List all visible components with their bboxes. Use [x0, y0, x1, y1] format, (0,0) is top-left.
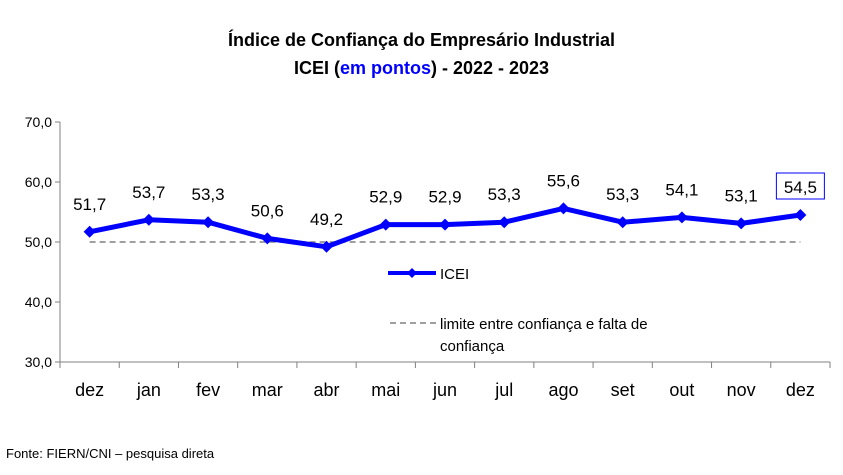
icei-marker [794, 209, 807, 221]
x-tick-label: dez [786, 380, 815, 400]
y-tick-label: 30,0 [25, 354, 52, 370]
x-tick-label: out [669, 380, 694, 400]
icei-marker [379, 218, 392, 231]
x-tick-label: jun [432, 380, 457, 400]
data-label: 49,2 [310, 210, 343, 229]
y-tick-label: 60,0 [25, 174, 52, 190]
data-label: 50,6 [251, 201, 284, 220]
legend-threshold-label: limite entre confiança e falta de confian… [440, 316, 648, 355]
chart-subtitle: ICEI (em pontos) - 2022 - 2023 [0, 58, 843, 79]
data-label: 54,1 [665, 180, 698, 199]
subtitle-unit: em pontos [339, 58, 431, 78]
y-tick-label: 40,0 [25, 294, 52, 310]
icei-marker [616, 216, 629, 229]
data-label: 55,6 [547, 171, 580, 190]
highlight-box [775, 172, 825, 200]
legend-icei-marker [407, 268, 417, 278]
icei-marker [439, 218, 451, 231]
data-label: 53,3 [192, 185, 225, 204]
data-label: 53,3 [488, 185, 521, 204]
x-tick-label: abr [314, 380, 340, 400]
chart-title: Índice de Confiança do Empresário Indust… [227, 30, 616, 50]
source-note: Fonte: FIERN/CNI – pesquisa direta [6, 446, 215, 461]
data-label: 53,7 [132, 183, 165, 202]
data-label: 52,9 [428, 188, 461, 207]
icei-marker [142, 213, 155, 226]
x-tick-label: mar [252, 380, 283, 400]
icei-marker [557, 202, 570, 215]
icei-marker [735, 217, 748, 230]
legend-icei-label: ICEI [440, 266, 469, 283]
icei-marker [675, 211, 688, 224]
icei-marker [202, 216, 215, 229]
subtitle-post: ) - 2022 - 2023 [430, 58, 550, 78]
y-tick-label: 70,0 [25, 114, 52, 130]
subtitle-pre: ICEI ( [293, 58, 340, 78]
x-tick-label: fev [196, 380, 220, 400]
data-label: 53,1 [725, 186, 758, 205]
data-label: 54,5 [784, 178, 817, 197]
x-tick-label: dez [75, 380, 104, 400]
x-tick-label: jul [494, 380, 513, 400]
data-label: 53,3 [606, 185, 639, 204]
icei-marker [261, 232, 274, 245]
data-label: 52,9 [369, 188, 402, 207]
data-label: 51,7 [73, 195, 106, 214]
icei-marker [320, 240, 333, 253]
x-tick-label: mai [371, 380, 400, 400]
x-tick-label: jan [136, 380, 161, 400]
x-tick-label: ago [548, 380, 578, 400]
icei-marker [83, 225, 96, 238]
x-tick-label: set [611, 380, 635, 400]
icei-marker [498, 216, 511, 229]
y-tick-label: 50,0 [25, 234, 52, 250]
x-tick-label: nov [727, 380, 756, 400]
